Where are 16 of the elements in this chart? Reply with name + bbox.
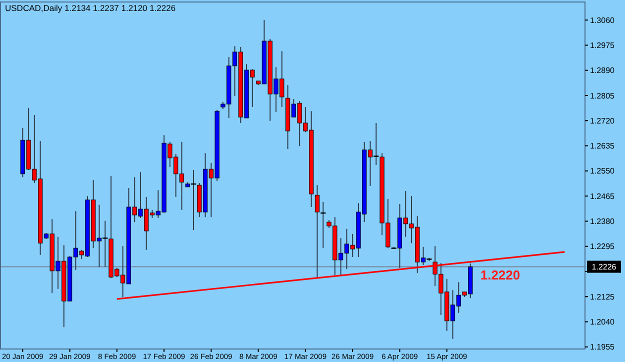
- annotation: 1.2220: [480, 268, 520, 283]
- y-tick-label: 1.2890: [590, 66, 616, 76]
- chart-title: USDCAD,Daily 1.2134 1.2237 1.2120 1.2226: [5, 3, 176, 13]
- y-tick-label: 1.2380: [590, 217, 616, 226]
- ref-line-label: 1.2226: [592, 262, 617, 272]
- y-tick-label: 1.2635: [590, 142, 616, 151]
- y-tick-label: 1.2465: [590, 192, 616, 201]
- y-tick-label: 1.2125: [590, 292, 616, 302]
- y-tick-label: 1.2805: [590, 91, 616, 100]
- y-tick-label: 1.1955: [590, 342, 616, 352]
- y-tick-label: 1.2550: [590, 166, 616, 176]
- y-tick-label: 1.3060: [590, 16, 616, 25]
- y-tick-label: 1.2720: [590, 116, 616, 126]
- y-tick-label: 1.2040: [590, 318, 616, 327]
- y-tick-label: 1.2295: [590, 242, 616, 252]
- y-tick-label: 1.2975: [590, 40, 616, 50]
